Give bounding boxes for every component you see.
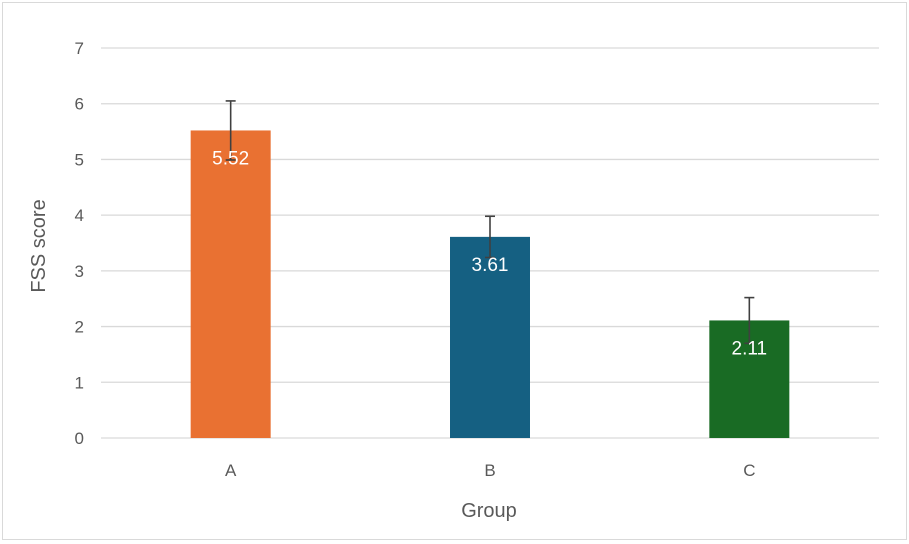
y-tick-label-2: 2 — [75, 318, 84, 337]
data-label-B: 3.61 — [472, 255, 509, 276]
x-axis-ticks: A B C — [225, 461, 755, 480]
y-tick-label-3: 3 — [75, 262, 84, 281]
x-tick-label-B: B — [484, 461, 495, 480]
y-axis-ticks: 0 1 2 3 4 5 6 7 — [75, 39, 84, 448]
x-tick-label-C: C — [743, 461, 755, 480]
bar-chart: 0 1 2 3 4 5 6 7 5.52 3.61 2.11 A B C FSS score Grou… — [28, 39, 879, 522]
bar-A — [190, 130, 271, 438]
x-axis-title: Group — [461, 500, 517, 522]
y-tick-label-7: 7 — [75, 39, 84, 58]
y-tick-label-0: 0 — [75, 429, 84, 448]
error-bars — [225, 100, 755, 345]
y-tick-label-4: 4 — [75, 206, 84, 225]
y-tick-label-1: 1 — [75, 373, 84, 392]
data-label-C: 2.11 — [732, 338, 768, 359]
y-axis-title: FSS score — [28, 199, 50, 292]
data-label-A: 5.52 — [212, 148, 249, 169]
data-labels: 5.52 3.61 2.11 — [212, 148, 767, 359]
y-tick-label-6: 6 — [75, 95, 84, 114]
bar-B — [450, 236, 530, 438]
x-tick-label-A: A — [225, 461, 237, 480]
bars — [190, 130, 790, 438]
y-tick-label-5: 5 — [75, 150, 84, 169]
